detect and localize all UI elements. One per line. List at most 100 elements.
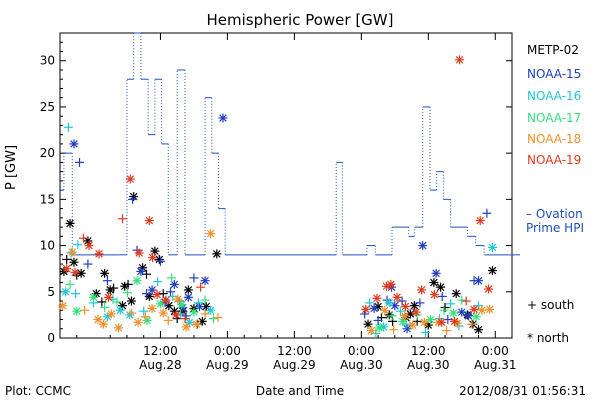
data-point (65, 218, 75, 228)
x-tick-time: 12:00 (143, 344, 178, 358)
data-point (387, 311, 397, 321)
data-point (213, 313, 223, 323)
data-point (451, 289, 461, 299)
legend-item-noaa15: NOAA-15 (527, 67, 582, 81)
data-point (88, 292, 98, 302)
y-tick-label: 0 (47, 331, 55, 345)
marker-key-north-label: north (536, 331, 570, 345)
data-point (100, 268, 110, 278)
data-point (487, 266, 497, 276)
data-point (136, 266, 146, 276)
data-point (97, 297, 107, 307)
x-axis-label: Date and Time (255, 384, 345, 398)
timestamp: 2012/08/31 01:56:31 (459, 384, 586, 398)
data-point (189, 307, 199, 317)
x-tick-time: 0:00 (482, 344, 509, 358)
data-point (429, 290, 439, 300)
data-point (150, 246, 160, 256)
data-point (400, 302, 410, 312)
data-point (112, 297, 122, 307)
data-point (212, 249, 222, 259)
data-point (177, 300, 187, 310)
marker-key-north: * north (527, 331, 569, 345)
legend-item-noaa18: NOAA-18 (527, 132, 582, 146)
data-point (62, 254, 72, 264)
legend-item-noaa19: NOAA-19 (527, 153, 582, 167)
data-point (128, 194, 138, 204)
data-point (140, 312, 150, 322)
data-point (366, 326, 376, 336)
data-point (71, 289, 81, 299)
data-point (114, 323, 124, 333)
data-point (73, 240, 83, 250)
data-point (102, 276, 112, 286)
data-point (63, 122, 73, 132)
y-tick-label: 10 (40, 239, 55, 253)
data-point (142, 315, 152, 325)
data-point (389, 325, 399, 335)
marker-key-south-symbol: + (527, 298, 538, 312)
data-point (193, 298, 203, 308)
data-point (408, 320, 418, 330)
data-point (461, 296, 471, 306)
ovation-legend: – Ovation Prime HPI (526, 207, 584, 235)
data-point (448, 308, 458, 318)
data-point (365, 298, 375, 308)
data-point (189, 273, 199, 283)
legend-item-noaa17: NOAA-17 (527, 111, 582, 125)
data-point (184, 317, 194, 327)
y-tick-label: 5 (47, 285, 55, 299)
data-point (192, 319, 202, 329)
data-point (415, 298, 425, 308)
ovation-legend-line1: Ovation (535, 207, 583, 221)
data-point (402, 324, 412, 334)
data-point (477, 305, 487, 315)
data-point (361, 304, 371, 314)
data-point (152, 290, 162, 300)
data-point (455, 55, 465, 65)
data-point (457, 307, 467, 317)
legend-item-noaa16: NOAA-16 (527, 89, 582, 103)
data-point (218, 113, 228, 123)
data-point (395, 306, 405, 316)
data-point (104, 292, 114, 302)
data-point (474, 325, 484, 335)
data-point (206, 305, 216, 315)
data-point (167, 273, 177, 283)
data-point (374, 323, 384, 333)
data-point (69, 139, 79, 149)
data-point (183, 292, 193, 302)
data-point (369, 303, 379, 313)
data-point (126, 296, 136, 306)
data-point (485, 304, 495, 314)
data-point (93, 315, 103, 325)
data-point (132, 276, 142, 286)
data-point (418, 241, 428, 251)
data-point (70, 267, 80, 277)
data-point (117, 214, 127, 224)
data-point (123, 288, 133, 298)
data-point (436, 282, 446, 292)
data-point (363, 319, 373, 329)
marker-key-south-label: south (540, 298, 575, 312)
data-point (474, 276, 484, 286)
x-tick-date: Aug.29 (206, 358, 249, 372)
data-point (392, 292, 402, 302)
data-point (417, 285, 427, 295)
data-point (126, 308, 136, 318)
data-point (437, 291, 447, 301)
legend-item-metp02: METP-02 (527, 43, 579, 57)
x-tick-time: 12:00 (411, 344, 446, 358)
data-point (208, 314, 218, 324)
data-point (196, 282, 206, 292)
data-point (467, 319, 477, 329)
data-point (437, 317, 447, 327)
x-tick-date: Aug.30 (407, 358, 450, 372)
data-point (421, 327, 431, 337)
data-point (154, 254, 164, 264)
x-tick-date: Aug.31 (474, 358, 517, 372)
data-point (446, 299, 456, 309)
x-tick-date: Aug.29 (273, 358, 316, 372)
data-point (380, 305, 390, 315)
